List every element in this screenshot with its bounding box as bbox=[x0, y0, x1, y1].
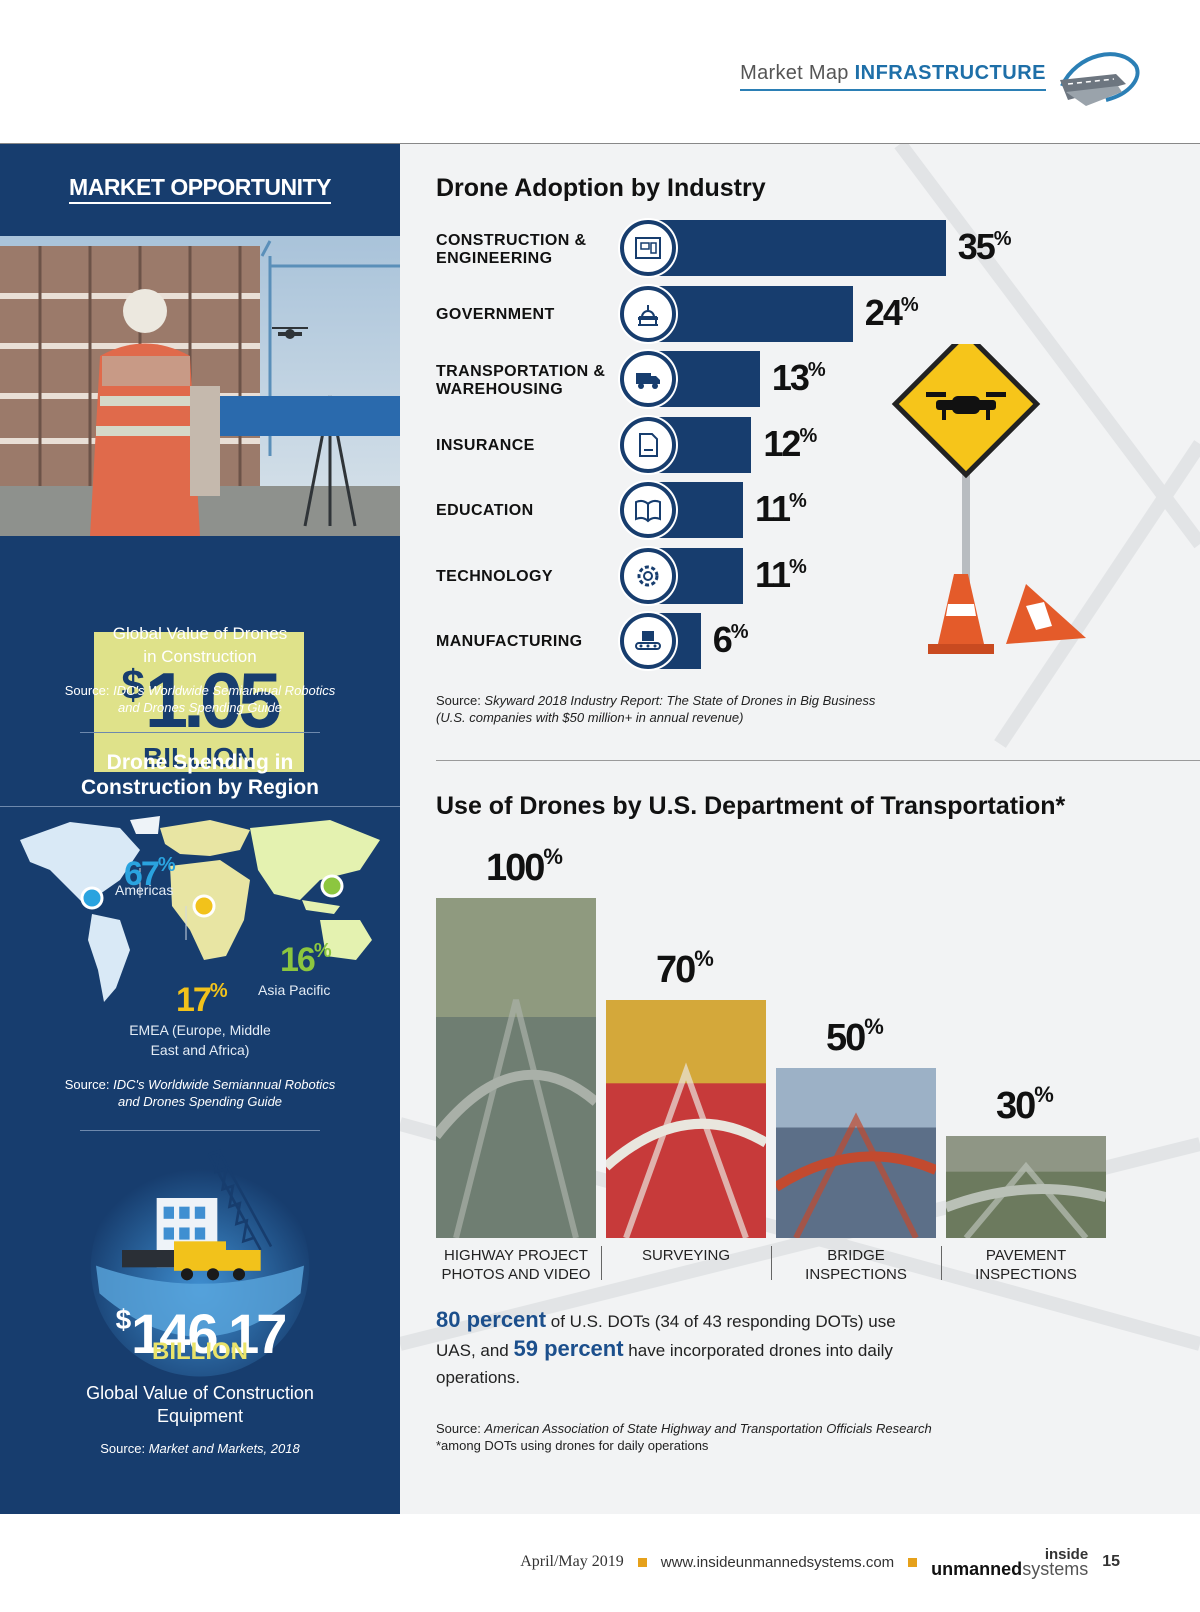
label-separator bbox=[941, 1246, 942, 1280]
capitol-dome-icon bbox=[620, 285, 676, 342]
bar-value-label: 24% bbox=[864, 291, 919, 333]
region-source: Source: IDC's Worldwide Semiannual Robot… bbox=[64, 1077, 336, 1109]
book-icon bbox=[620, 482, 676, 538]
equipment-value-unit: BILLION bbox=[152, 1338, 248, 1365]
region-emea-pct: 17% bbox=[176, 980, 228, 1019]
bar-row: MANUFACTURING 6% bbox=[400, 611, 1200, 671]
bar-category-label: EDUCATION bbox=[436, 502, 534, 519]
left-sidebar: MARKET OPPORTUNITY bbox=[0, 144, 400, 1514]
bar-category-label: GOVERNMENT bbox=[436, 305, 555, 323]
photo-bar-mark bbox=[946, 1136, 1106, 1238]
dot-footnote: *among DOTs using drones for daily opera… bbox=[436, 1438, 709, 1453]
market-opportunity-title: MARKET OPPORTUNITY bbox=[0, 174, 400, 204]
drone-value-number: $1.05 bbox=[121, 656, 281, 744]
footer-brand-logo: inside unmannedsystems bbox=[931, 1546, 1089, 1579]
label-separator bbox=[771, 1246, 772, 1280]
dot-summary: 80 percent of U.S. DOTs (34 of 43 respon… bbox=[436, 1307, 896, 1387]
bar-value-label: 12% bbox=[763, 422, 818, 464]
footer-bullet-icon bbox=[908, 1557, 918, 1567]
region-americas-label: Americas bbox=[115, 882, 174, 898]
adoption-source: Source: Skyward 2018 Industry Report: Th… bbox=[436, 693, 876, 725]
photo-bar-mark bbox=[436, 898, 596, 1238]
bar-row: INSURANCE 12% bbox=[400, 415, 1200, 475]
bar-value-label: 6% bbox=[712, 619, 749, 660]
drone-value-unit: BILLION bbox=[143, 742, 255, 773]
left-divider-2 bbox=[80, 1130, 320, 1131]
construction-equipment-globe bbox=[90, 1149, 310, 1377]
bar-row: TRANSPORTATION & WAREHOUSING 13% bbox=[400, 349, 1200, 409]
header-rule bbox=[0, 143, 1200, 144]
photo-bar-category-label: SURVEYING bbox=[641, 1247, 731, 1264]
photo-bar-category-label: HIGHWAY PROJECT PHOTOS AND VIDEO bbox=[441, 1247, 591, 1283]
bar-category-label: TECHNOLOGY bbox=[436, 567, 553, 585]
label-separator bbox=[601, 1246, 602, 1280]
photo-bar-category-label: PAVEMENT INSPECTIONS bbox=[975, 1247, 1077, 1283]
bar-category-label: MANUFACTURING bbox=[436, 633, 583, 650]
world-map bbox=[20, 816, 380, 1002]
photo-bar-value-label: 50% bbox=[826, 1014, 884, 1059]
truck-icon bbox=[620, 351, 676, 407]
dot-source: Source: American Association of State Hi… bbox=[436, 1421, 932, 1453]
left-divider bbox=[80, 732, 320, 733]
dot-chart-title: Use of Drones by U.S. Department of Tran… bbox=[436, 792, 1066, 820]
region-title: Drone Spending in Construction by Region bbox=[81, 751, 319, 799]
bar-value-label: 13% bbox=[771, 357, 826, 398]
drone-warning-sign bbox=[891, 344, 1086, 654]
page-footer: April/May 2019 www.insideunmannedsystems… bbox=[520, 1546, 1120, 1579]
conveyor-icon bbox=[620, 613, 676, 669]
bar-category-label: CONSTRUCTION & ENGINEERING bbox=[436, 232, 587, 267]
footer-url[interactable]: www.insideunmannedsystems.com bbox=[660, 1553, 895, 1571]
bar-category-label: INSURANCE bbox=[436, 436, 535, 454]
blueprint-icon bbox=[620, 220, 676, 276]
region-asia-pct: 16% bbox=[280, 940, 332, 979]
header-title: Market Map INFRASTRUCTURE bbox=[740, 62, 1046, 91]
photo-bar-value-label: 70% bbox=[656, 946, 714, 991]
bar-row: CONSTRUCTION & ENGINEERING 35% bbox=[400, 218, 1200, 278]
photo-bar-category-label: BRIDGE INSPECTIONS bbox=[805, 1247, 907, 1283]
gear-icon bbox=[620, 547, 676, 604]
bar-row: EDUCATION 11% bbox=[400, 480, 1200, 540]
adoption-chart-title: Drone Adoption by Industry bbox=[436, 174, 766, 202]
document-icon bbox=[620, 416, 676, 473]
region-asia-label: Asia Pacific bbox=[258, 982, 331, 998]
bar-value-label: 35% bbox=[957, 226, 1012, 267]
page-header: Market Map INFRASTRUCTURE bbox=[740, 40, 1140, 112]
page-number: 15 bbox=[1102, 1553, 1120, 1570]
bar-row: GOVERNMENT 24% bbox=[400, 284, 1200, 344]
region-emea-label: EMEA (Europe, Middle East and Africa) bbox=[129, 1022, 271, 1058]
bar-category-label: TRANSPORTATION & WAREHOUSING bbox=[436, 363, 606, 398]
drone-value-stat: $1.05 BILLION bbox=[94, 632, 304, 773]
header-topic: INFRASTRUCTURE bbox=[854, 61, 1046, 84]
summary-highlight-80: 80 percent bbox=[436, 1307, 547, 1332]
equipment-value-number: $146.17 bbox=[115, 1302, 288, 1365]
summary-highlight-59: 59 percent bbox=[513, 1336, 624, 1361]
photo-bar-value-label: 100% bbox=[486, 844, 563, 889]
bar-row: TECHNOLOGY 11% bbox=[400, 546, 1200, 606]
region-americas-pct: 67% bbox=[124, 854, 176, 893]
road-logo-icon bbox=[1060, 52, 1140, 106]
header-section: Market Map bbox=[740, 61, 849, 84]
footer-bullet-icon bbox=[637, 1557, 647, 1567]
region-rule bbox=[0, 806, 400, 807]
construction-site-photo bbox=[0, 236, 400, 536]
equipment-caption: Global Value of Construction Equipment bbox=[86, 1383, 314, 1426]
bar-value-label: 11% bbox=[754, 553, 807, 595]
drone-value-caption: Global Value of Drones in Construction bbox=[112, 624, 288, 666]
photo-bar-value-label: 30% bbox=[996, 1082, 1054, 1127]
bar-mark bbox=[650, 285, 853, 342]
main-content: Drone Adoption by Industry CONSTRUCTION … bbox=[400, 144, 1200, 1514]
bar-value-label: 11% bbox=[754, 488, 807, 529]
footer-date: April/May 2019 bbox=[520, 1553, 624, 1570]
section-rule bbox=[436, 760, 1200, 761]
photo-bar-mark bbox=[606, 1000, 766, 1238]
equipment-source: Source: Market and Markets, 2018 bbox=[100, 1441, 300, 1456]
bar-mark bbox=[650, 220, 946, 276]
market-source: Source: IDC's Worldwide Semiannual Robot… bbox=[64, 683, 336, 715]
photo-bar-mark bbox=[776, 1068, 936, 1238]
